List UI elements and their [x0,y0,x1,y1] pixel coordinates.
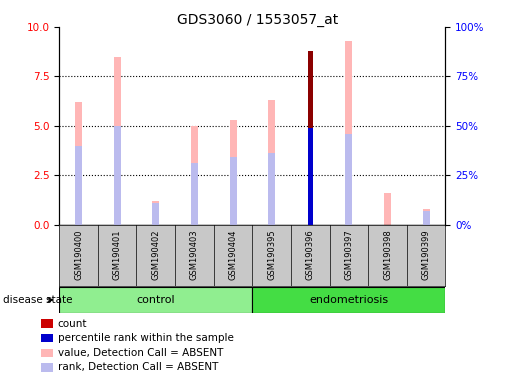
Bar [308,51,313,225]
Bar [346,134,352,225]
Bar [268,154,275,225]
Bar [230,157,236,225]
Bar [230,120,236,225]
FancyBboxPatch shape [59,287,252,313]
Text: GDS3060 / 1553057_at: GDS3060 / 1553057_at [177,13,338,27]
Text: GSM190395: GSM190395 [267,230,276,280]
Bar [152,203,159,225]
Bar [308,128,313,225]
Text: GSM190399: GSM190399 [422,230,431,280]
Text: count: count [58,319,87,329]
Bar [191,126,198,225]
FancyBboxPatch shape [252,287,445,313]
Text: percentile rank within the sample: percentile rank within the sample [58,333,234,343]
Text: GSM190400: GSM190400 [74,230,83,280]
Text: disease state: disease state [3,295,72,305]
Bar [346,41,352,225]
Text: rank, Detection Call = ABSENT: rank, Detection Call = ABSENT [58,362,218,372]
Bar [423,209,430,225]
Bar [268,100,275,225]
Bar [75,146,82,225]
Text: GSM190396: GSM190396 [306,230,315,280]
Bar [114,126,121,225]
Text: GSM190397: GSM190397 [345,230,353,280]
Bar [114,56,121,225]
Text: GSM190401: GSM190401 [113,230,122,280]
Text: GSM190403: GSM190403 [190,230,199,280]
Bar [423,211,430,225]
Text: GSM190402: GSM190402 [151,230,160,280]
Bar [384,193,391,225]
Text: value, Detection Call = ABSENT: value, Detection Call = ABSENT [58,348,223,358]
Text: GSM190404: GSM190404 [229,230,237,280]
Bar [75,102,82,225]
Bar [191,163,198,225]
Text: control: control [136,295,175,305]
Text: endometriosis: endometriosis [310,295,388,305]
Bar [152,201,159,225]
Text: GSM190398: GSM190398 [383,230,392,280]
